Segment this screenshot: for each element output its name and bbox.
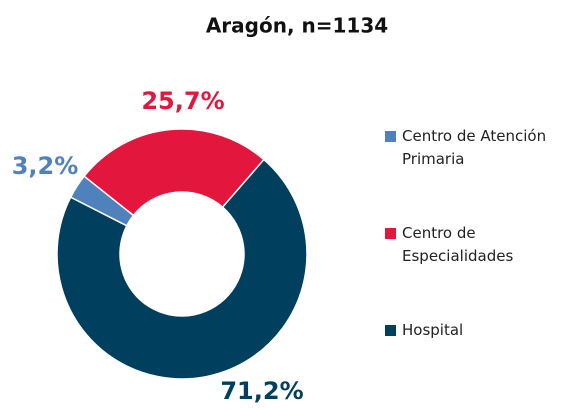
legend-label: Centro de Especialidades — [402, 224, 514, 265]
chart-title: Aragón, n=1134 — [206, 14, 388, 38]
legend-swatch — [385, 325, 396, 336]
legend-item: Centro de Especialidades — [385, 222, 550, 319]
legend-label: Hospital — [402, 321, 464, 339]
legend-item: Centro de Atención Primaria — [385, 125, 550, 222]
legend-swatch — [385, 228, 396, 239]
legend-item: Hospital — [385, 319, 550, 409]
donut-slice — [83, 128, 265, 217]
legend-label: Centro de Atención Primaria — [402, 127, 547, 168]
legend-swatch — [385, 131, 396, 142]
data-label: 3,2% — [12, 152, 79, 180]
donut-slice — [56, 158, 308, 380]
data-label: 71,2% — [220, 377, 303, 405]
legend: Centro de Atención Primaria Centro de Esp… — [385, 125, 550, 409]
data-label: 25,7% — [141, 87, 224, 115]
